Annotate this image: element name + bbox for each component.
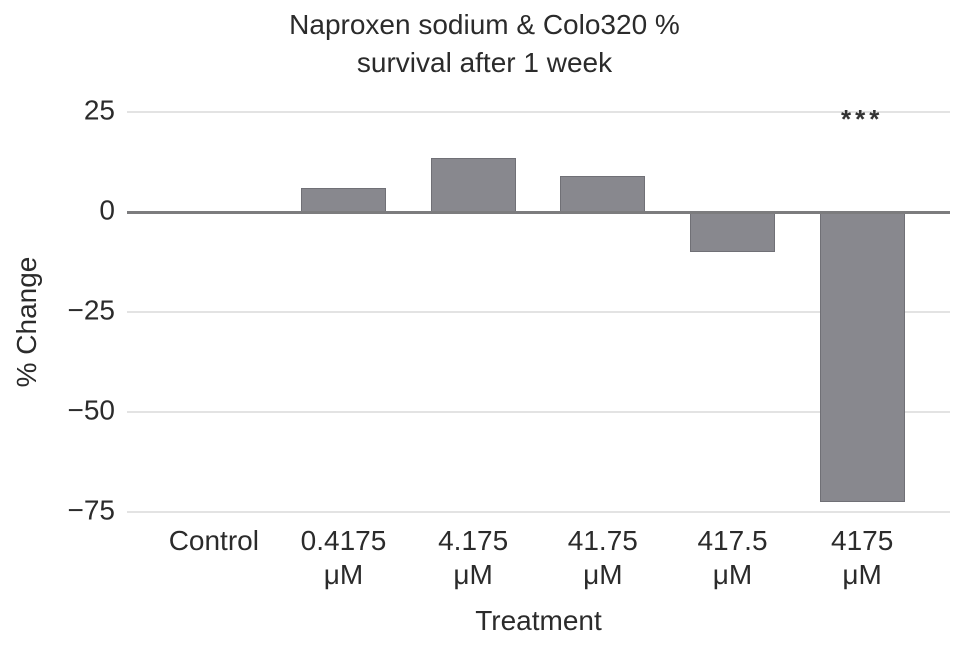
y-axis-title: % Change [11, 256, 42, 388]
plot-area: 25 0 −25 −50 −75 *** [68, 92, 950, 532]
significance-annotation: *** [840, 104, 884, 134]
bar [819, 212, 905, 502]
bar [430, 158, 516, 212]
gridline [127, 411, 950, 413]
x-category-label: 417.5 μM [663, 524, 803, 592]
x-category-label-line: 4.175 [438, 525, 509, 556]
gridline [127, 511, 950, 513]
bar [301, 188, 386, 212]
x-category-label-line: μM [712, 559, 753, 590]
y-tick-label: 25 [83, 94, 115, 126]
x-category-label: 41.75 μM [533, 524, 673, 592]
zero-line [127, 210, 950, 214]
x-category-label-line: μM [323, 559, 364, 590]
x-category-label-line: μM [583, 559, 623, 590]
gridline [127, 111, 950, 113]
bar [560, 176, 646, 212]
x-category-label: Control [144, 524, 284, 558]
x-category-label-line: μM [842, 559, 882, 590]
x-category-label-line: 0.4175 [300, 525, 387, 556]
x-category-label-line: 4175 [831, 525, 894, 556]
chart-title-line-1: Naproxen sodium & Colo320 % [289, 9, 680, 40]
y-tick-label: −75 [67, 494, 116, 526]
x-category-label-line: μM [453, 559, 493, 590]
bar [690, 212, 775, 252]
x-axis-title: Treatment [475, 605, 602, 636]
x-category-label: 0.4175 μM [274, 524, 414, 592]
chart-title: Naproxen sodium & Colo320 % survival aft… [0, 6, 969, 82]
y-tick-label: −25 [67, 294, 116, 326]
x-category-label-line: 41.75 [567, 525, 638, 556]
gridline [127, 311, 950, 313]
x-category-label: 4175 μM [792, 524, 932, 592]
y-tick-label: 0 [99, 194, 115, 226]
x-category-label: 4.175 μM [403, 524, 543, 592]
x-category-label-line: Control [168, 525, 259, 556]
x-axis-category-labels: Control 0.4175 μM 4.175 μM 41.75 μM 417.5 μM 4175… [127, 524, 950, 596]
y-tick-label: −50 [67, 394, 116, 426]
chart-title-line-2: survival after 1 week [356, 47, 613, 78]
x-category-label-line: 417.5 [697, 525, 768, 556]
